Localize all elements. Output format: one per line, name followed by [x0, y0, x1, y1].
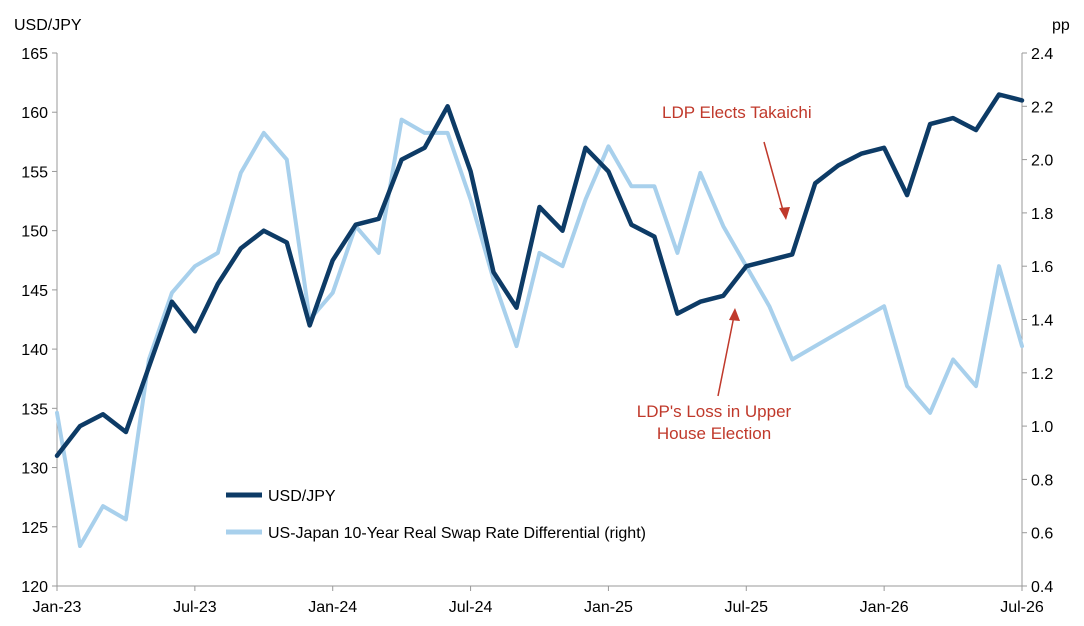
- annotation-upper-house-line1: LDP's Loss in Upper: [637, 402, 792, 421]
- annotation-takaichi-text: LDP Elects Takaichi: [662, 103, 812, 122]
- x-axis-tick-label: Jan-25: [584, 599, 633, 616]
- right-axis-unit-label: pp: [1052, 17, 1070, 34]
- x-axis-ticks: Jan-23 Jul-23 Jan-24 Jul-24 Jan-25 Jul-25 Jan-…: [33, 586, 1044, 616]
- annotation-takaichi-arrowhead: [779, 207, 790, 220]
- left-axis-tick-label: 120: [21, 579, 48, 596]
- series-layer: [54, 92, 1025, 548]
- right-axis-tick-label: 0.8: [1031, 472, 1053, 489]
- annotation-upper-house: LDP's Loss in Upper House Election: [637, 308, 792, 443]
- left-axis-tick-label: 140: [21, 342, 48, 359]
- left-axis-tick-label: 160: [21, 105, 48, 122]
- annotation-upper-house-arrowhead: [729, 308, 740, 321]
- annotation-upper-house-line2: House Election: [657, 424, 771, 443]
- right-axis-tick-label: 2.0: [1031, 153, 1053, 170]
- right-axis-ticks: 0.4 0.6 0.8 1.0 1.2 1.4 1.6 1.8 2.0 2.2 2.4: [1022, 46, 1053, 596]
- x-axis-tick-label: Jan-24: [308, 599, 357, 616]
- right-axis-tick-label: 1.2: [1031, 366, 1053, 383]
- right-axis-tick-label: 2.4: [1031, 46, 1053, 63]
- series-line-usdjpy: [54, 92, 1025, 458]
- x-axis-tick-label: Jan-26: [860, 599, 909, 616]
- annotation-takaichi-arrow: [763, 141, 785, 215]
- right-axis-tick-label: 1.8: [1031, 206, 1053, 223]
- annotation-takaichi: LDP Elects Takaichi: [662, 103, 812, 220]
- x-axis-tick-label: Jul-25: [724, 599, 768, 616]
- x-axis-tick-label: Jul-26: [1000, 599, 1044, 616]
- left-axis-unit-label: USD/JPY: [14, 17, 82, 34]
- x-axis-tick-label: Jul-23: [173, 599, 217, 616]
- left-axis-tick-label: 145: [21, 283, 48, 300]
- legend-label-differential: US-Japan 10-Year Real Swap Rate Differen…: [268, 525, 646, 542]
- left-axis-tick-label: 150: [21, 224, 48, 241]
- annotation-upper-house-arrow: [717, 315, 735, 397]
- right-axis-tick-label: 1.4: [1031, 313, 1053, 330]
- left-axis-tick-label: 155: [21, 164, 48, 181]
- right-axis-tick-label: 0.4: [1031, 579, 1053, 596]
- left-axis-tick-label: 130: [21, 461, 48, 478]
- x-axis-tick-label: Jul-24: [449, 599, 493, 616]
- right-axis-tick-label: 0.6: [1031, 526, 1053, 543]
- right-axis-tick-label: 2.2: [1031, 99, 1053, 116]
- series-line-differential: [55, 117, 1024, 548]
- left-axis-tick-label: 135: [21, 401, 48, 418]
- left-axis-tick-label: 125: [21, 520, 48, 537]
- x-axis-tick-label: Jan-23: [33, 599, 82, 616]
- left-axis-ticks: 120 125 130 135 140 145 150 155 160 165: [21, 46, 57, 596]
- legend: USD/JPY US-Japan 10-Year Real Swap Rate …: [226, 488, 646, 542]
- right-axis-tick-label: 1.0: [1031, 419, 1053, 436]
- left-axis-tick-label: 165: [21, 46, 48, 63]
- legend-label-usdjpy: USD/JPY: [268, 488, 336, 505]
- right-axis-tick-label: 1.6: [1031, 259, 1053, 276]
